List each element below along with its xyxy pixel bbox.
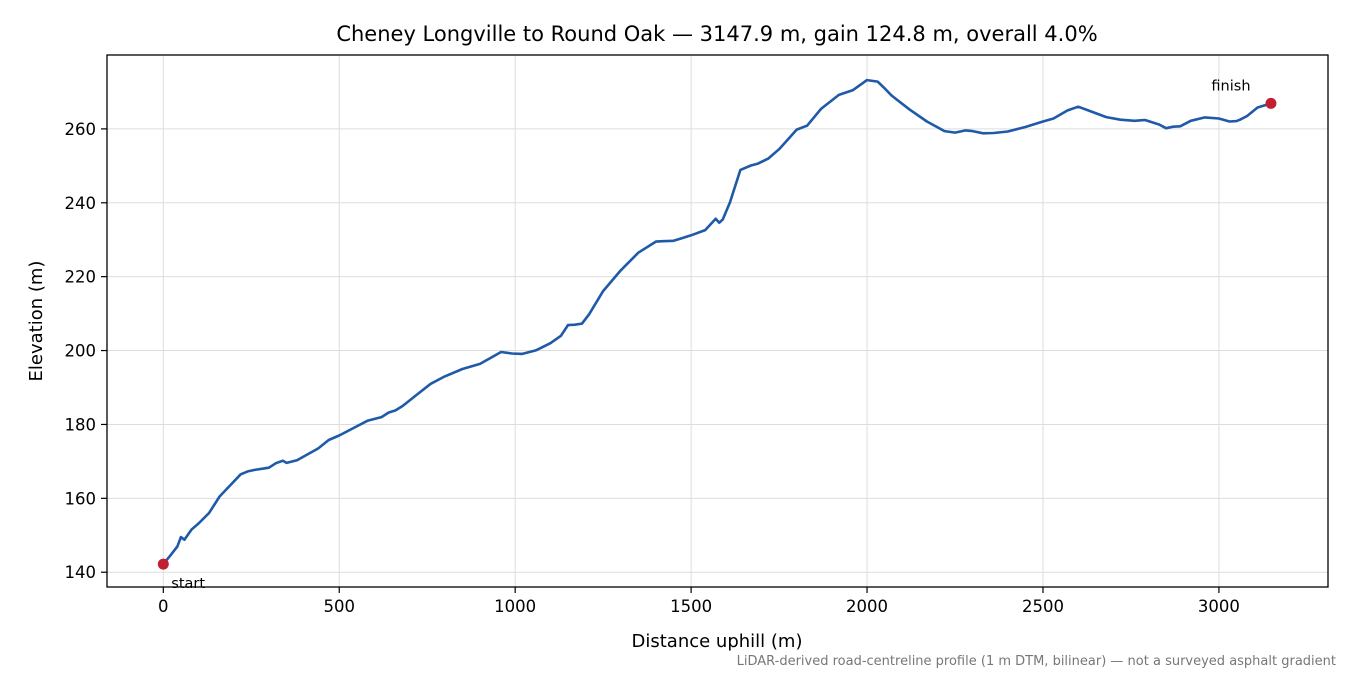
finish-annotation: finish: [1211, 78, 1250, 94]
y-axis-label: Elevation (m): [26, 261, 47, 382]
series-group: [162, 78, 1273, 566]
start-marker: [157, 558, 169, 570]
endpoint-markers: start finish: [157, 78, 1277, 592]
chart-title: Cheney Longville to Round Oak — 3147.9 m…: [336, 22, 1097, 46]
plot-frame: [106, 54, 1329, 588]
start-annotation: start: [171, 576, 205, 592]
x-axis-ticks: 0 500 1000 1500 2000 2500 3000: [158, 587, 1240, 616]
x-tick-label: 0: [158, 597, 169, 616]
x-tick-label: 3000: [1198, 597, 1240, 616]
y-tick-label: 260: [65, 120, 97, 139]
y-tick-label: 140: [65, 563, 97, 582]
finish-marker: [1265, 97, 1277, 109]
x-tick-label: 1500: [670, 597, 712, 616]
x-tick-label: 1000: [494, 597, 536, 616]
x-tick-label: 2500: [1022, 597, 1064, 616]
x-tick-label: 2000: [846, 597, 888, 616]
footnote: LiDAR-derived road-centreline profile (1…: [737, 654, 1336, 669]
y-tick-label: 180: [65, 415, 97, 434]
y-tick-label: 200: [65, 342, 97, 361]
y-tick-label: 160: [65, 489, 97, 508]
y-axis-ticks: 140 160 180 200 220 240 260: [65, 120, 107, 582]
grid-lines: [107, 55, 1328, 587]
x-tick-label: 500: [323, 597, 355, 616]
x-axis-label: Distance uphill (m): [632, 631, 803, 652]
elevation-line: [162, 78, 1273, 566]
y-tick-label: 220: [65, 268, 97, 287]
y-tick-label: 240: [65, 194, 97, 213]
